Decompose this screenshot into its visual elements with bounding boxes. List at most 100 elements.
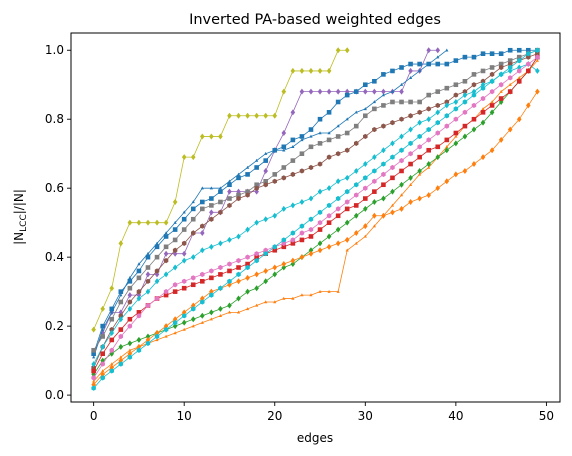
data-point — [118, 357, 124, 364]
data-point — [136, 289, 142, 295]
data-point — [381, 147, 386, 154]
data-point — [172, 227, 178, 232]
data-point — [418, 69, 422, 73]
data-point — [236, 195, 241, 202]
data-point — [336, 289, 340, 293]
data-point — [227, 112, 232, 119]
data-point — [91, 385, 96, 391]
data-point — [326, 213, 332, 219]
data-point — [444, 123, 450, 129]
data-point — [335, 151, 341, 157]
data-point — [462, 133, 468, 140]
data-point — [308, 164, 314, 171]
data-point — [408, 174, 413, 181]
data-point — [209, 288, 214, 295]
data-point — [281, 237, 287, 243]
data-point — [136, 275, 142, 281]
series-11 — [91, 88, 540, 388]
data-point — [118, 299, 124, 305]
data-point — [435, 130, 440, 136]
data-point — [181, 278, 187, 284]
data-point — [236, 172, 241, 176]
data-point — [489, 78, 495, 84]
data-point — [363, 196, 368, 201]
data-point — [299, 230, 305, 236]
data-point — [272, 264, 278, 271]
data-point — [326, 67, 332, 74]
data-point — [363, 133, 368, 140]
data-point — [480, 154, 486, 161]
data-point — [227, 281, 232, 288]
data-point — [209, 275, 214, 281]
data-point — [498, 51, 504, 56]
data-point — [390, 188, 395, 195]
data-point — [317, 247, 323, 254]
data-point — [453, 98, 459, 105]
data-point — [182, 327, 186, 331]
data-point — [236, 192, 241, 198]
data-point — [236, 278, 241, 285]
data-point — [181, 154, 187, 161]
data-point — [535, 54, 540, 60]
data-point — [453, 171, 459, 178]
data-point — [281, 88, 287, 95]
data-point — [372, 178, 377, 184]
series-group — [91, 47, 540, 391]
data-point — [136, 295, 142, 302]
data-point — [163, 292, 169, 298]
data-point — [480, 78, 486, 84]
data-point — [191, 275, 196, 281]
data-point — [172, 316, 178, 323]
data-point — [163, 323, 169, 330]
data-point — [516, 64, 522, 71]
data-point — [344, 92, 350, 98]
data-point — [353, 123, 359, 129]
data-point — [426, 106, 431, 112]
data-point — [245, 264, 250, 271]
data-point — [444, 85, 450, 91]
data-point — [363, 113, 368, 119]
data-point — [445, 48, 449, 52]
data-point — [163, 289, 169, 295]
data-point — [154, 244, 160, 250]
data-point — [181, 313, 187, 319]
data-point — [291, 145, 295, 149]
data-point — [354, 182, 359, 188]
data-point — [263, 158, 268, 163]
data-point — [290, 109, 296, 116]
data-point — [427, 62, 431, 66]
data-point — [163, 219, 169, 226]
data-point — [127, 219, 133, 226]
data-point — [516, 116, 522, 123]
data-point — [526, 61, 531, 67]
data-point — [453, 82, 459, 88]
data-point — [462, 99, 468, 105]
data-point — [317, 220, 323, 226]
data-point — [344, 147, 350, 153]
data-point — [408, 99, 413, 105]
data-point — [435, 185, 441, 192]
data-point — [308, 144, 314, 150]
data-point — [435, 89, 441, 94]
data-point — [372, 224, 376, 228]
data-point — [236, 310, 241, 314]
data-point — [353, 203, 359, 208]
data-point — [118, 316, 124, 323]
data-point — [155, 338, 159, 342]
data-point — [480, 119, 486, 126]
data-point — [444, 137, 450, 143]
data-point — [489, 71, 495, 77]
data-point — [172, 289, 178, 294]
data-point — [245, 274, 250, 281]
data-point — [227, 278, 232, 284]
data-point — [335, 88, 341, 95]
data-point — [516, 54, 522, 60]
data-point — [181, 257, 187, 264]
data-point — [507, 64, 513, 71]
data-point — [218, 264, 223, 271]
data-point — [399, 65, 404, 70]
data-point — [408, 198, 413, 205]
data-point — [263, 278, 268, 285]
data-point — [435, 120, 440, 126]
data-point — [136, 268, 142, 274]
